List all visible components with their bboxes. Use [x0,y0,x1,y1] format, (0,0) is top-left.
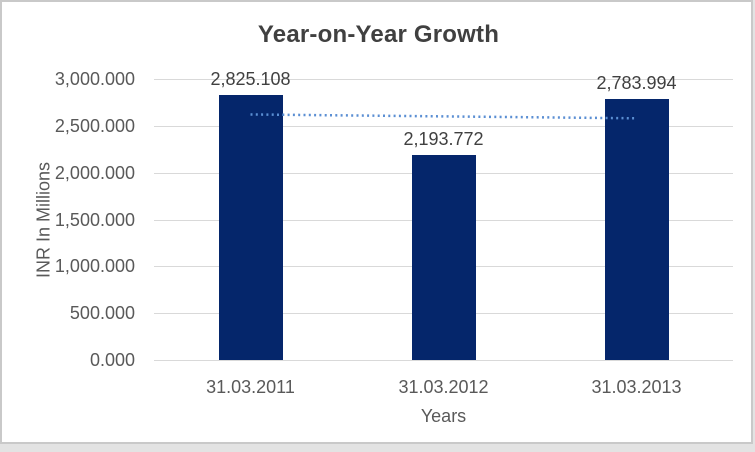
bar-data-label: 2,825.108 [210,69,291,90]
y-axis-tick-label: 2,000.000 [54,162,135,183]
x-axis-tick-label: 31.03.2011 [206,377,295,397]
bar [411,154,476,360]
gridline [154,79,733,80]
bar [218,95,283,360]
gridline [154,360,733,361]
y-axis-tick-label: 0.000 [89,350,135,370]
y-axis-tick-label: 3,000.000 [54,69,135,89]
bar-data-label: 2,193.772 [403,128,484,149]
y-axis-tick-label: 2,500.000 [54,115,135,136]
x-axis-tick-label: 31.03.2012 [398,377,489,397]
chart-title: Year-on-Year Growth [257,21,500,48]
trendline-path [250,113,637,120]
bar [604,99,669,360]
y-axis-tick-label: 500.000 [69,303,135,324]
x-axis-tick-label: 31.03.2013 [591,377,682,397]
chart-frame: Year-on-Year Growth INR In Millions 0.00… [0,0,753,444]
y-axis-tick-label: 1,500.000 [54,209,135,230]
bar-data-label: 2,783.994 [596,73,677,94]
x-axis-title: Years [420,406,467,426]
y-axis-tick-label: 1,000.000 [54,256,135,277]
gridline [154,125,733,127]
